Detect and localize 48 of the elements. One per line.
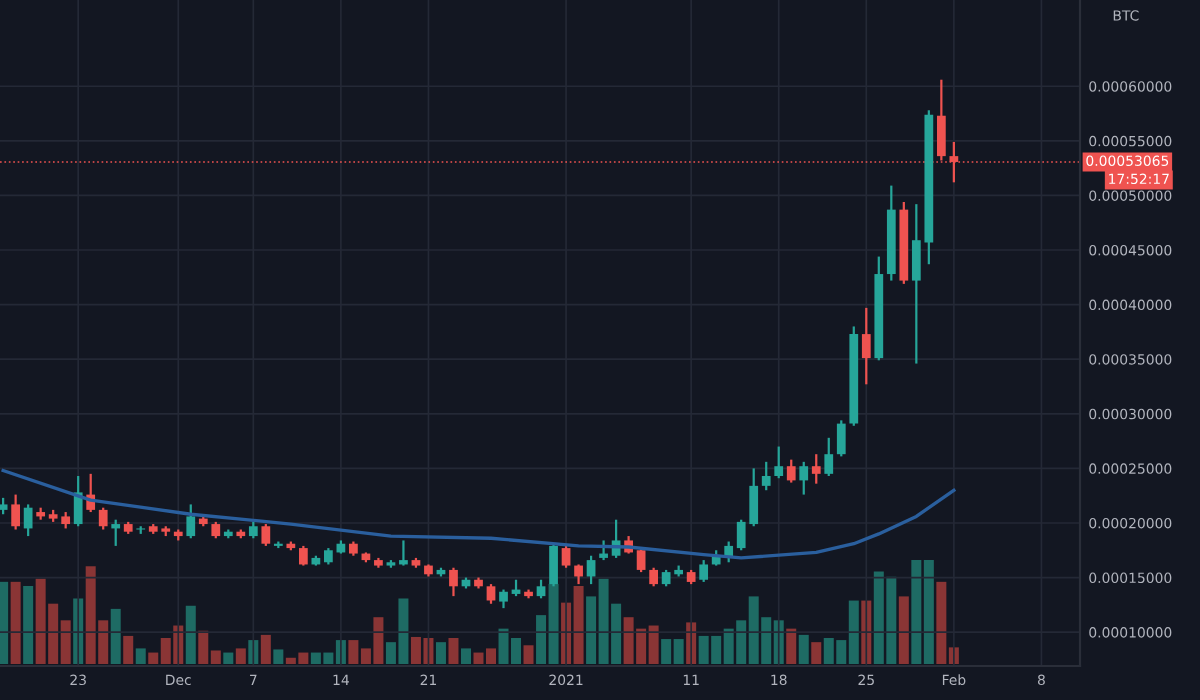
candlestick [561, 544, 571, 569]
bar [786, 628, 797, 664]
candlestick [11, 493, 21, 531]
bar [898, 596, 909, 664]
candlestick [23, 503, 33, 538]
bar [123, 635, 134, 664]
candlestick [774, 445, 784, 480]
candlestick [399, 539, 408, 567]
candlestick [186, 503, 196, 540]
candlestick [486, 583, 496, 605]
bar [273, 649, 284, 664]
candlestick [649, 566, 659, 588]
bar [185, 605, 196, 664]
candlestick [811, 453, 821, 485]
candlestick [298, 544, 308, 567]
bar [23, 586, 34, 664]
candlestick [861, 306, 871, 386]
bar [135, 648, 146, 664]
candlestick [536, 578, 546, 600]
candlestick [699, 558, 709, 584]
bar [10, 581, 21, 664]
line-series [1, 468, 956, 560]
bar [235, 648, 246, 664]
bar [523, 645, 534, 664]
bar [448, 638, 459, 664]
bar [798, 634, 809, 664]
bar [435, 642, 446, 664]
candlestick [836, 419, 846, 458]
bar [110, 608, 121, 664]
candlestick [111, 518, 121, 548]
bar [260, 634, 271, 664]
bar [223, 652, 234, 664]
candlestick [586, 554, 596, 586]
candlestick [98, 506, 108, 531]
candlestick [73, 474, 83, 528]
candlestick [499, 588, 508, 610]
candlestick [261, 522, 271, 548]
bar [811, 642, 822, 664]
candlestick [599, 539, 608, 562]
candlestick [786, 458, 796, 484]
candlestick [761, 460, 771, 492]
candlestick [636, 546, 646, 574]
bar [0, 581, 9, 664]
bar [460, 648, 471, 664]
candlestick [799, 460, 809, 496]
candlestick [449, 566, 458, 598]
candlestick [824, 436, 834, 478]
candlestick [574, 563, 583, 586]
